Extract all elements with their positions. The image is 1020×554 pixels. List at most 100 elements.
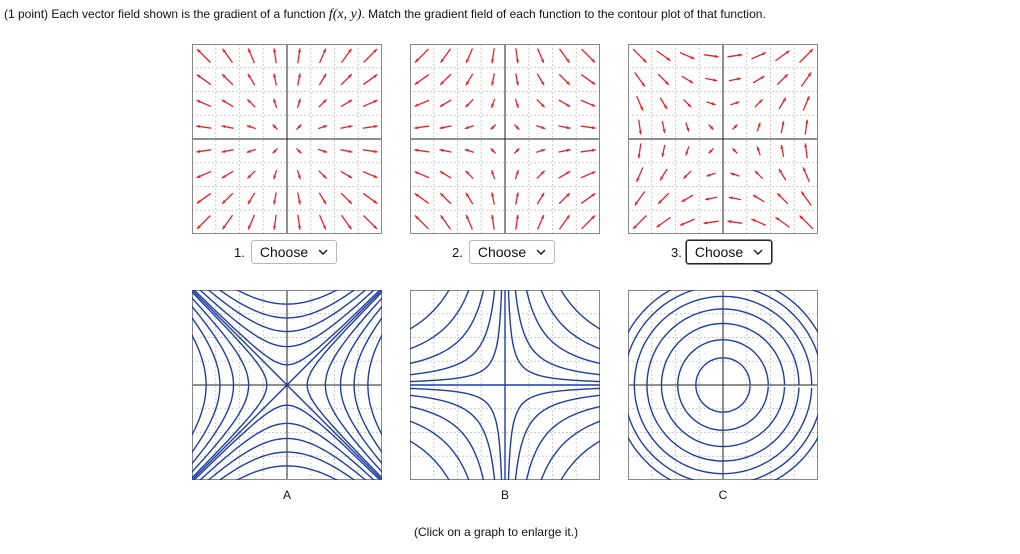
arrow-head bbox=[566, 215, 570, 220]
arrow-head bbox=[775, 217, 780, 221]
arrow-head bbox=[196, 200, 201, 204]
contour-label: C bbox=[718, 488, 728, 502]
arrow-head bbox=[414, 103, 419, 107]
arrow-head bbox=[247, 99, 252, 104]
arrow-head bbox=[515, 170, 519, 175]
arrow-head bbox=[639, 106, 643, 111]
contour bbox=[410, 290, 450, 330]
arrow-head bbox=[490, 125, 495, 130]
arrow-head bbox=[221, 174, 226, 179]
dropdown-text: Choose bbox=[477, 244, 527, 260]
dropdown-text: Choose bbox=[259, 244, 309, 260]
contour bbox=[207, 437, 367, 480]
arrow-head bbox=[515, 148, 520, 153]
chevron bbox=[318, 249, 328, 255]
arrow-head bbox=[703, 221, 708, 225]
contour-plot[interactable] bbox=[410, 290, 600, 480]
arrow-head bbox=[348, 48, 352, 53]
arrow-head bbox=[515, 192, 519, 197]
dropdown[interactable]: Choose bbox=[468, 240, 556, 264]
arrow-head bbox=[221, 125, 226, 129]
arrow-head bbox=[665, 81, 669, 85]
arrow-head bbox=[246, 149, 251, 153]
arrow-head bbox=[730, 172, 735, 176]
arrow-head bbox=[681, 198, 686, 202]
vector-field[interactable] bbox=[192, 44, 382, 234]
arrow-head bbox=[591, 215, 595, 220]
contour bbox=[628, 290, 818, 480]
arrow-head bbox=[297, 124, 302, 129]
contour bbox=[339, 305, 382, 465]
arrow-head bbox=[197, 49, 201, 53]
contour-label: B bbox=[500, 488, 509, 502]
dropdown[interactable]: Choose bbox=[250, 240, 338, 264]
arrow-head bbox=[777, 193, 781, 197]
contour bbox=[192, 291, 268, 479]
arrow-head bbox=[728, 196, 733, 200]
vector-field[interactable] bbox=[410, 44, 600, 234]
arrow-head bbox=[540, 214, 544, 219]
border bbox=[410, 44, 600, 234]
arrow-head bbox=[466, 59, 470, 64]
contour bbox=[353, 316, 382, 454]
arrow-head bbox=[591, 103, 596, 107]
arrow-head bbox=[491, 214, 495, 219]
arrow-head bbox=[348, 225, 352, 230]
contour-plot[interactable] bbox=[192, 290, 382, 480]
contour-plot[interactable] bbox=[628, 290, 818, 480]
arrow-head bbox=[272, 124, 277, 129]
arrow-head bbox=[322, 73, 327, 78]
contour bbox=[218, 451, 356, 480]
arrow-head bbox=[757, 122, 761, 127]
dropdown[interactable]: Choose bbox=[685, 240, 773, 264]
arrow-head bbox=[566, 148, 571, 152]
arrow-head bbox=[591, 126, 596, 130]
arrow-head bbox=[373, 100, 378, 104]
vector-field[interactable] bbox=[628, 44, 818, 234]
arrow-head bbox=[735, 101, 740, 105]
arrow-head bbox=[634, 201, 639, 206]
arrow-head bbox=[222, 225, 226, 230]
arrow-head bbox=[222, 48, 226, 53]
arrow-head bbox=[373, 225, 377, 229]
arrow-head bbox=[591, 81, 596, 85]
contour bbox=[410, 440, 450, 480]
arrow-head bbox=[540, 192, 545, 197]
arrow-head bbox=[680, 222, 685, 226]
question-number: 3. bbox=[671, 244, 682, 260]
arrow-head bbox=[540, 59, 544, 64]
arrow-head bbox=[540, 103, 545, 108]
arrow-head bbox=[686, 127, 690, 132]
arrow-head bbox=[689, 79, 694, 83]
arrow-head bbox=[714, 54, 719, 58]
arrow-head bbox=[247, 174, 252, 179]
arrow-head bbox=[666, 57, 671, 61]
contour bbox=[514, 290, 600, 376]
question: 3. Choose bbox=[671, 240, 773, 264]
arrow-head bbox=[663, 105, 667, 110]
question: 2. Choose bbox=[452, 240, 556, 264]
arrow-head bbox=[781, 121, 785, 126]
border bbox=[628, 44, 818, 234]
arrow-head bbox=[297, 225, 301, 230]
arrow-head bbox=[297, 175, 301, 180]
arrow-head bbox=[515, 214, 519, 219]
arrow-head bbox=[591, 58, 595, 63]
arrow-head bbox=[690, 55, 695, 59]
contour bbox=[235, 465, 339, 480]
arrow-head bbox=[809, 49, 813, 53]
arrow-head bbox=[196, 74, 201, 78]
contour bbox=[324, 297, 382, 473]
arrow-head bbox=[780, 144, 784, 149]
arrow-head bbox=[662, 129, 666, 134]
arrow-head bbox=[414, 126, 419, 130]
arrow-head bbox=[566, 58, 570, 63]
contour bbox=[192, 290, 382, 480]
arrow-head bbox=[642, 58, 647, 63]
contour bbox=[560, 290, 600, 330]
arrow-head bbox=[566, 103, 571, 107]
arrow-head bbox=[754, 170, 759, 175]
arrow-head bbox=[738, 53, 743, 57]
arrow-head bbox=[736, 77, 741, 81]
